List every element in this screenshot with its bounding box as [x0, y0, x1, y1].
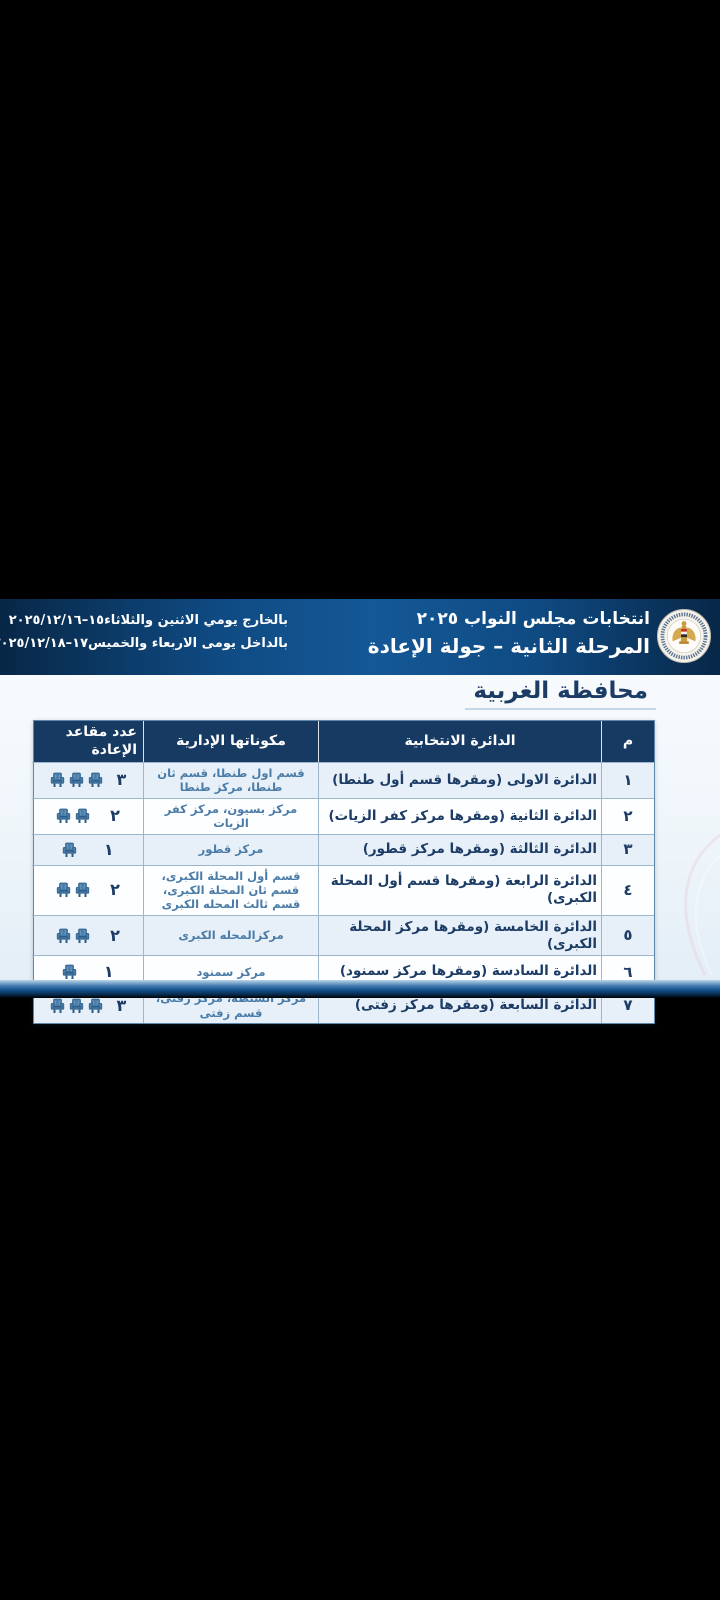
row-index-cell: ٦ [602, 955, 654, 987]
seat-icons-group [49, 772, 104, 788]
seat-icon [63, 842, 77, 857]
seat-icon [50, 998, 64, 1013]
schedule-line-domestic: بالداخل يومى الاربعاء والخميس ٢٠٢٥/١٢/١٨… [0, 636, 288, 651]
seat-icon [56, 882, 71, 898]
row-index-cell: ٤ [602, 864, 654, 915]
table-row: ٣ الدائرة الثالثة (ومقرها مركز قطور) مرك… [32, 833, 654, 865]
seat-icon [69, 998, 83, 1013]
background-swirl-decoration [684, 833, 720, 975]
table-row: ١ الدائرة الاولى (ومقرها قسم أول طنطا) ق… [32, 762, 654, 798]
components-cell: قسم اول طنطا، قسم ثان طنطا، مركز طنطا [144, 762, 319, 798]
seats-count-label: ٢ [110, 880, 120, 900]
district-cell: الدائرة الرابعة (ومقرها قسم أول المحلة ا… [319, 864, 602, 915]
table-row: ٥ الدائرة الخامسة (ومقرها مركز المحلة ال… [32, 914, 654, 956]
seat-icon [50, 773, 64, 788]
district-cell: الدائرة الاولى (ومقرها قسم أول طنطا) [319, 762, 602, 798]
seats-count-label: ٢ [110, 925, 120, 945]
header-seats: عدد مقاعد الإعادة [32, 721, 144, 762]
seat-icons-group [55, 882, 91, 898]
content-area: محافظة الغربية م الدائرة الانتخابية مكون… [0, 675, 720, 1025]
banner-titles: انتخابات مجلس النواب ٢٠٢٥ المرحلة الثاني… [368, 607, 650, 660]
districts-table: م الدائرة الانتخابية مكوناتها الإدارية ع… [32, 720, 655, 1025]
seat-icon [75, 928, 90, 943]
seat-icon [75, 882, 90, 898]
row-index-cell: ٥ [602, 914, 654, 956]
governorate-title: محافظة الغربية [465, 678, 656, 710]
seats-count-label: ٣ [116, 995, 127, 1015]
seats-cell: ١ [32, 955, 144, 988]
seat-icons-group [55, 928, 91, 944]
table-header-row: م الدائرة الانتخابية مكوناتها الإدارية ع… [34, 721, 654, 762]
seats-cell: ١ [32, 833, 144, 865]
seats-count-label: ٣ [116, 770, 127, 790]
seat-icons-group [49, 998, 104, 1014]
header-index: م [622, 732, 634, 749]
seat-icon [56, 808, 71, 824]
schedule-abroad-label: بالخارج يومي الاثنين والثلاثاء [104, 613, 288, 628]
seat-icons-group [55, 808, 91, 824]
schedule-domestic-label: بالداخل يومى الاربعاء والخميس [88, 636, 288, 651]
table-row: ٤ الدائرة الرابعة (ومقرها قسم أول المحلة… [32, 864, 654, 915]
national-elections-authority-emblem-icon [657, 609, 711, 663]
row-index-cell: ٢ [602, 797, 654, 834]
district-cell: الدائرة الثالثة (ومقرها مركز قطور) [319, 833, 602, 865]
phase-title: المرحلة الثانية – جولة الإعادة [367, 633, 650, 658]
schedule-domestic-date: ٢٠٢٥/١٢/١٨–١٧ [0, 636, 89, 651]
seats-cell: ٢ [32, 797, 144, 834]
components-cell: مركز بسيون، مركز كفر الزيات [144, 797, 319, 834]
seat-icon [69, 773, 83, 788]
seat-icons-group [61, 964, 78, 980]
seat-icon [56, 928, 71, 943]
seat-icon [75, 808, 90, 824]
seat-icon [88, 773, 102, 788]
schedule-abroad-date: ٢٠٢٥/١٢/١٦–١٥ [8, 613, 105, 628]
seat-icon [63, 964, 77, 979]
district-cell: الدائرة السادسة (ومقرها مركز سمنود) [319, 955, 602, 988]
header-district: الدائرة الانتخابية [319, 721, 602, 762]
header-banner: انتخابات مجلس النواب ٢٠٢٥ المرحلة الثاني… [0, 599, 720, 675]
seats-count-label: ٢ [110, 806, 120, 826]
seat-icons-group [61, 842, 78, 858]
district-cell: الدائرة الثانية (ومقرها مركز كفر الزيات) [319, 797, 602, 834]
table-row: ٢ الدائرة الثانية (ومقرها مركز كفر الزيا… [32, 797, 654, 834]
seats-cell: ٣ [32, 762, 144, 798]
seats-cell: ٢ [32, 914, 144, 956]
row-index-cell: ٣ [602, 833, 654, 865]
row-index-cell: ١ [602, 762, 654, 798]
voting-schedule: بالخارج يومي الاثنين والثلاثاء ٢٠٢٥/١٢/١… [0, 613, 288, 651]
header-components: مكوناتها الإدارية [144, 721, 319, 762]
seats-count-label: ١ [103, 961, 114, 981]
components-cell: قسم أول المحلة الكبرى، قسم ثان المحلة ال… [144, 864, 319, 915]
seats-cell: ٢ [32, 864, 144, 915]
components-cell: مركز قطور [144, 833, 319, 865]
schedule-line-abroad: بالخارج يومي الاثنين والثلاثاء ٢٠٢٥/١٢/١… [8, 613, 288, 628]
seat-icon [88, 998, 102, 1013]
seats-count-label: ١ [103, 839, 114, 859]
district-cell: الدائرة الخامسة (ومقرها مركز المحلة الكب… [319, 914, 602, 956]
election-title: انتخابات مجلس النواب ٢٠٢٥ [416, 609, 650, 629]
bottom-fade-band [0, 980, 720, 998]
components-cell: مركز سمنود [144, 955, 319, 988]
components-cell: مركزالمحله الكبرى [144, 914, 319, 956]
